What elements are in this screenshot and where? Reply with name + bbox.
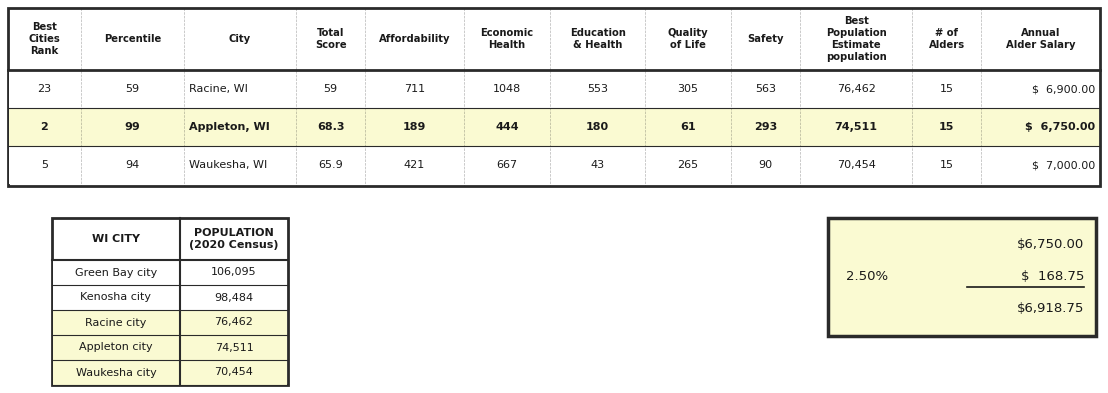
Text: Racine, WI: Racine, WI: [188, 84, 248, 94]
Text: 563: 563: [755, 84, 776, 94]
Text: $  168.75: $ 168.75: [1020, 270, 1084, 283]
Text: 61: 61: [680, 122, 696, 132]
Text: Best
Population
Estimate
population: Best Population Estimate population: [825, 16, 886, 62]
Text: Green Bay city: Green Bay city: [75, 268, 157, 277]
Text: Percentile: Percentile: [104, 34, 161, 44]
Bar: [53, 285, 287, 310]
Text: 76,462: 76,462: [215, 318, 254, 327]
Text: 305: 305: [678, 84, 699, 94]
Text: Waukesha, WI: Waukesha, WI: [188, 160, 267, 170]
Bar: [8, 8, 1100, 186]
Text: Economic
Health: Economic Health: [481, 28, 534, 50]
Text: Total
Score: Total Score: [315, 28, 347, 50]
Text: 65.9: 65.9: [318, 160, 343, 170]
Text: 553: 553: [587, 84, 608, 94]
Text: Racine city: Racine city: [85, 318, 146, 327]
Bar: [53, 335, 287, 360]
Text: $  6,750.00: $ 6,750.00: [1025, 122, 1095, 132]
Text: Waukesha city: Waukesha city: [75, 367, 156, 378]
Bar: [828, 218, 1096, 336]
Text: 2.50%: 2.50%: [847, 270, 889, 283]
Text: 667: 667: [496, 160, 517, 170]
Text: City: City: [229, 34, 252, 44]
Text: 70,454: 70,454: [215, 367, 254, 378]
Text: Best
Cities
Rank: Best Cities Rank: [29, 22, 60, 56]
Text: 421: 421: [404, 160, 425, 170]
Text: Appleton, WI: Appleton, WI: [188, 122, 269, 132]
Text: Annual
Alder Salary: Annual Alder Salary: [1006, 28, 1075, 50]
Text: 1048: 1048: [493, 84, 521, 94]
Bar: [53, 260, 287, 285]
Bar: [9, 108, 1099, 146]
Text: 59: 59: [125, 84, 140, 94]
Text: 76,462: 76,462: [837, 84, 875, 94]
Text: Affordability: Affordability: [379, 34, 450, 44]
Bar: [9, 146, 1099, 184]
Text: 74,511: 74,511: [834, 122, 878, 132]
Text: 70,454: 70,454: [837, 160, 875, 170]
Text: 189: 189: [403, 122, 427, 132]
Text: 99: 99: [124, 122, 140, 132]
Bar: [52, 218, 288, 385]
Text: # of
Alders: # of Alders: [929, 28, 965, 50]
Text: WI CITY: WI CITY: [92, 234, 140, 244]
Text: Safety: Safety: [747, 34, 783, 44]
Bar: [53, 310, 287, 335]
Text: 15: 15: [938, 122, 954, 132]
Text: 293: 293: [753, 122, 777, 132]
Text: 444: 444: [495, 122, 519, 132]
Bar: [9, 70, 1099, 108]
Text: $  6,900.00: $ 6,900.00: [1032, 84, 1095, 94]
Text: 5: 5: [41, 160, 48, 170]
Text: 106,095: 106,095: [212, 268, 257, 277]
Text: Education
& Health: Education & Health: [570, 28, 626, 50]
Text: 15: 15: [940, 84, 954, 94]
Text: POPULATION
(2020 Census): POPULATION (2020 Census): [189, 228, 279, 250]
Text: 43: 43: [591, 160, 605, 170]
Text: 180: 180: [586, 122, 609, 132]
Text: 2: 2: [41, 122, 49, 132]
Bar: [53, 360, 287, 385]
Text: 94: 94: [125, 160, 140, 170]
Text: 711: 711: [404, 84, 425, 94]
Text: 68.3: 68.3: [317, 122, 345, 132]
Text: 59: 59: [324, 84, 338, 94]
Text: 90: 90: [759, 160, 772, 170]
Text: $  7,000.00: $ 7,000.00: [1032, 160, 1095, 170]
Text: Quality
of Life: Quality of Life: [668, 28, 708, 50]
Text: 265: 265: [678, 160, 699, 170]
Text: $6,750.00: $6,750.00: [1017, 237, 1084, 250]
Text: $6,918.75: $6,918.75: [1017, 301, 1084, 314]
Text: 98,484: 98,484: [215, 292, 254, 303]
Text: Appleton city: Appleton city: [79, 343, 153, 353]
Text: 15: 15: [940, 160, 954, 170]
Text: 23: 23: [38, 84, 51, 94]
Text: 74,511: 74,511: [215, 343, 254, 353]
Text: Kenosha city: Kenosha city: [81, 292, 152, 303]
